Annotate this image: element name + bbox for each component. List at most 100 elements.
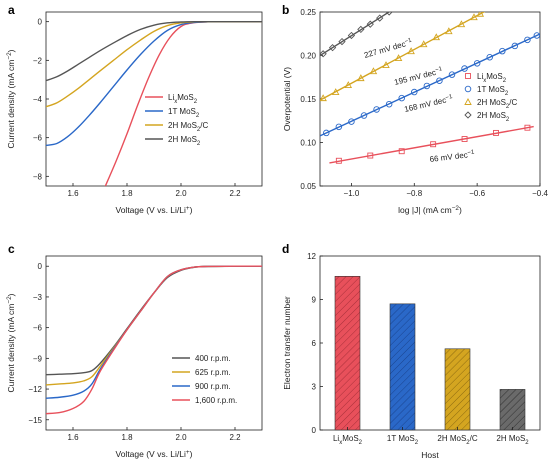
series-line-3 <box>46 265 262 415</box>
data-point <box>392 5 398 11</box>
data-point <box>357 25 365 34</box>
data-point <box>369 67 378 75</box>
data-point <box>493 129 499 136</box>
data-point <box>476 12 485 17</box>
data-point <box>473 60 481 67</box>
data-point <box>470 13 478 21</box>
x-tick-label-2: 2H MoS2/C <box>437 434 477 446</box>
data-point <box>328 44 337 52</box>
y-axis-label: Overpotential (V) <box>282 67 292 131</box>
data-point <box>344 81 353 89</box>
legend-label-3: 2H MoS2 <box>477 111 510 123</box>
series-line-2 <box>46 265 262 399</box>
x-tick-label-0: LixMoS2 <box>333 434 363 446</box>
y-tick-label: 0 <box>38 262 43 271</box>
legend-swatch-1 <box>464 85 472 93</box>
data-point <box>533 32 540 39</box>
data-point <box>461 136 468 142</box>
data-point <box>320 50 327 58</box>
legend-label-0: LixMoS2 <box>477 72 507 84</box>
bar-1 <box>389 303 416 431</box>
data-point <box>320 94 327 102</box>
panel-letter-b: b <box>282 3 289 17</box>
y-tick-label: 6 <box>312 339 317 348</box>
panel-b-series <box>320 5 540 164</box>
data-point <box>385 12 393 16</box>
y-axis-label: Current density (mA cm−2) <box>6 293 17 392</box>
data-point <box>331 88 340 95</box>
panel-c: 1.6 1.8 2.0 2.2 0 −3 −6 −9 −12 −15 400 r.p.m. 625 r… <box>6 255 263 459</box>
y-tick-label: −12 <box>28 385 42 394</box>
data-point <box>457 20 466 28</box>
data-point <box>448 71 456 78</box>
legend-swatch-3 <box>464 111 472 119</box>
data-point <box>411 88 418 96</box>
bar-3 <box>499 389 526 431</box>
slope-annotation-1: 168 mV dec−1 <box>403 94 454 114</box>
y-tick-label: −2 <box>33 56 43 65</box>
data-point <box>373 106 380 113</box>
y-tick-label: −9 <box>33 354 43 363</box>
data-point <box>376 14 384 22</box>
y-tick-label: 0 <box>38 18 43 27</box>
legend-label-1: 1T MoS2 <box>168 107 200 119</box>
data-point <box>385 100 393 108</box>
y-tick-label: 0.15 <box>300 95 316 104</box>
y-tick-label: −4 <box>33 95 43 104</box>
x-tick-label: −1.0 <box>344 189 360 198</box>
panel-b: −1.0 −0.8 −0.6 −0.4 0.05 0.10 0.15 0.20 0.25 66 m… <box>282 5 548 216</box>
legend-label-3: 2H MoS2 <box>168 135 201 147</box>
data-point <box>348 118 355 125</box>
data-point <box>357 74 365 82</box>
panel-a: 1.6 1.8 2.0 2.2 0 −2 −4 −6 −8 LixMoS2 1T MoS2 2H Mo… <box>6 11 263 215</box>
data-point <box>398 148 405 155</box>
fit-line-1 <box>320 33 540 137</box>
x-axis-label: log |J| (mA cm−2) <box>398 205 462 216</box>
x-tick-label: 1.8 <box>121 433 133 442</box>
x-tick-label: 1.6 <box>67 433 79 442</box>
legend-label-3: 1,600 r.p.m. <box>195 396 237 405</box>
panel-letter-a: a <box>8 3 15 17</box>
x-tick-label: −0.6 <box>469 189 485 198</box>
data-point <box>511 42 519 50</box>
y-tick-label: −8 <box>33 172 43 181</box>
data-point <box>367 152 374 159</box>
x-tick-label: 2.0 <box>175 433 187 442</box>
legend-label-0: 400 r.p.m. <box>195 354 231 363</box>
data-point <box>407 47 415 55</box>
y-tick-label: 0.20 <box>300 52 316 61</box>
data-point <box>432 33 441 41</box>
legend-swatch-0 <box>465 73 471 79</box>
y-tick-label: −6 <box>33 324 43 333</box>
fit-line-2 <box>320 12 486 102</box>
series-line-0 <box>104 20 262 186</box>
data-point <box>524 36 531 44</box>
series-line-1 <box>46 20 262 147</box>
x-tick-label: −0.8 <box>406 189 422 198</box>
y-tick-label: 12 <box>307 252 316 261</box>
data-point <box>347 31 356 40</box>
slope-annotation-3: 227 mV dec−1 <box>363 37 414 59</box>
legend-label-2: 900 r.p.m. <box>195 382 231 391</box>
panel-letter-d: d <box>282 242 289 256</box>
data-point <box>398 94 405 102</box>
data-point <box>486 53 493 61</box>
data-point <box>419 40 428 48</box>
data-point <box>382 61 390 69</box>
y-tick-label: 3 <box>312 383 317 392</box>
legend-label-0: LixMoS2 <box>168 93 198 105</box>
data-point <box>335 123 343 131</box>
data-point <box>430 141 437 148</box>
y-tick-label: 0.10 <box>300 139 316 148</box>
data-point <box>445 27 453 35</box>
y-tick-label: 0 <box>312 426 317 435</box>
panel-letter-c: c <box>8 242 15 256</box>
data-point <box>499 47 506 55</box>
legend-label-2: 2H MoS2/C <box>168 121 208 133</box>
x-axis-label: Host <box>421 450 439 460</box>
y-tick-label: −3 <box>33 293 43 302</box>
x-tick-label: −0.4 <box>532 189 548 198</box>
slope-annotation-2: 195 mV dec−1 <box>393 66 444 87</box>
